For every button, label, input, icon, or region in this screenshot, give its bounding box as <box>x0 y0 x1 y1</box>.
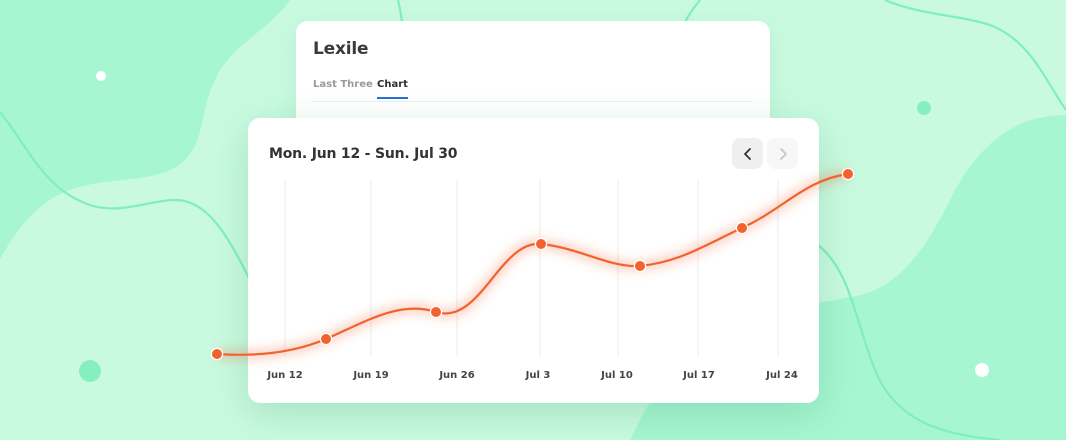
data-point[interactable] <box>319 332 333 346</box>
dot-white-left <box>96 71 106 81</box>
data-point[interactable] <box>534 237 548 251</box>
x-tick-label: Jun 19 <box>353 370 389 381</box>
data-point[interactable] <box>735 221 749 235</box>
x-tick-label: Jul 3 <box>525 370 551 381</box>
dot-green-right <box>917 101 931 115</box>
lexile-panel: Lexile Last Three Chart <box>296 21 770 131</box>
next-range-button[interactable] <box>767 138 798 169</box>
chevron-left-icon <box>743 147 751 160</box>
x-tick-label: Jul 17 <box>683 370 715 381</box>
wave-top-center <box>396 0 404 23</box>
x-tick-label: Jul 24 <box>766 370 798 381</box>
tab-chart[interactable]: Chart <box>377 79 408 99</box>
data-point[interactable] <box>841 167 855 181</box>
panel-title: Lexile <box>313 39 369 59</box>
x-tick-label: Jun 12 <box>267 370 303 381</box>
data-point[interactable] <box>633 259 647 273</box>
data-points <box>210 167 855 361</box>
chevron-right-icon <box>779 147 787 160</box>
tab-bar: Last Three Chart <box>313 79 753 102</box>
prev-range-button[interactable] <box>732 138 763 169</box>
tab-last-three[interactable]: Last Three <box>313 79 373 90</box>
date-range-title: Mon. Jun 12 - Sun. Jul 30 <box>269 146 458 162</box>
blob-top-left <box>0 0 290 260</box>
chart-gridlines <box>284 180 779 356</box>
data-point[interactable] <box>210 347 224 361</box>
data-point[interactable] <box>429 305 443 319</box>
wave-top-right <box>684 0 701 23</box>
dot-green-left <box>79 360 101 382</box>
wave-right <box>884 0 1066 111</box>
x-tick-label: Jul 10 <box>601 370 633 381</box>
dot-white-right <box>975 363 989 377</box>
chart-card: Mon. Jun 12 - Sun. Jul 30 Jun 12 Jun 19 … <box>248 118 819 403</box>
x-tick-label: Jun 26 <box>439 370 475 381</box>
